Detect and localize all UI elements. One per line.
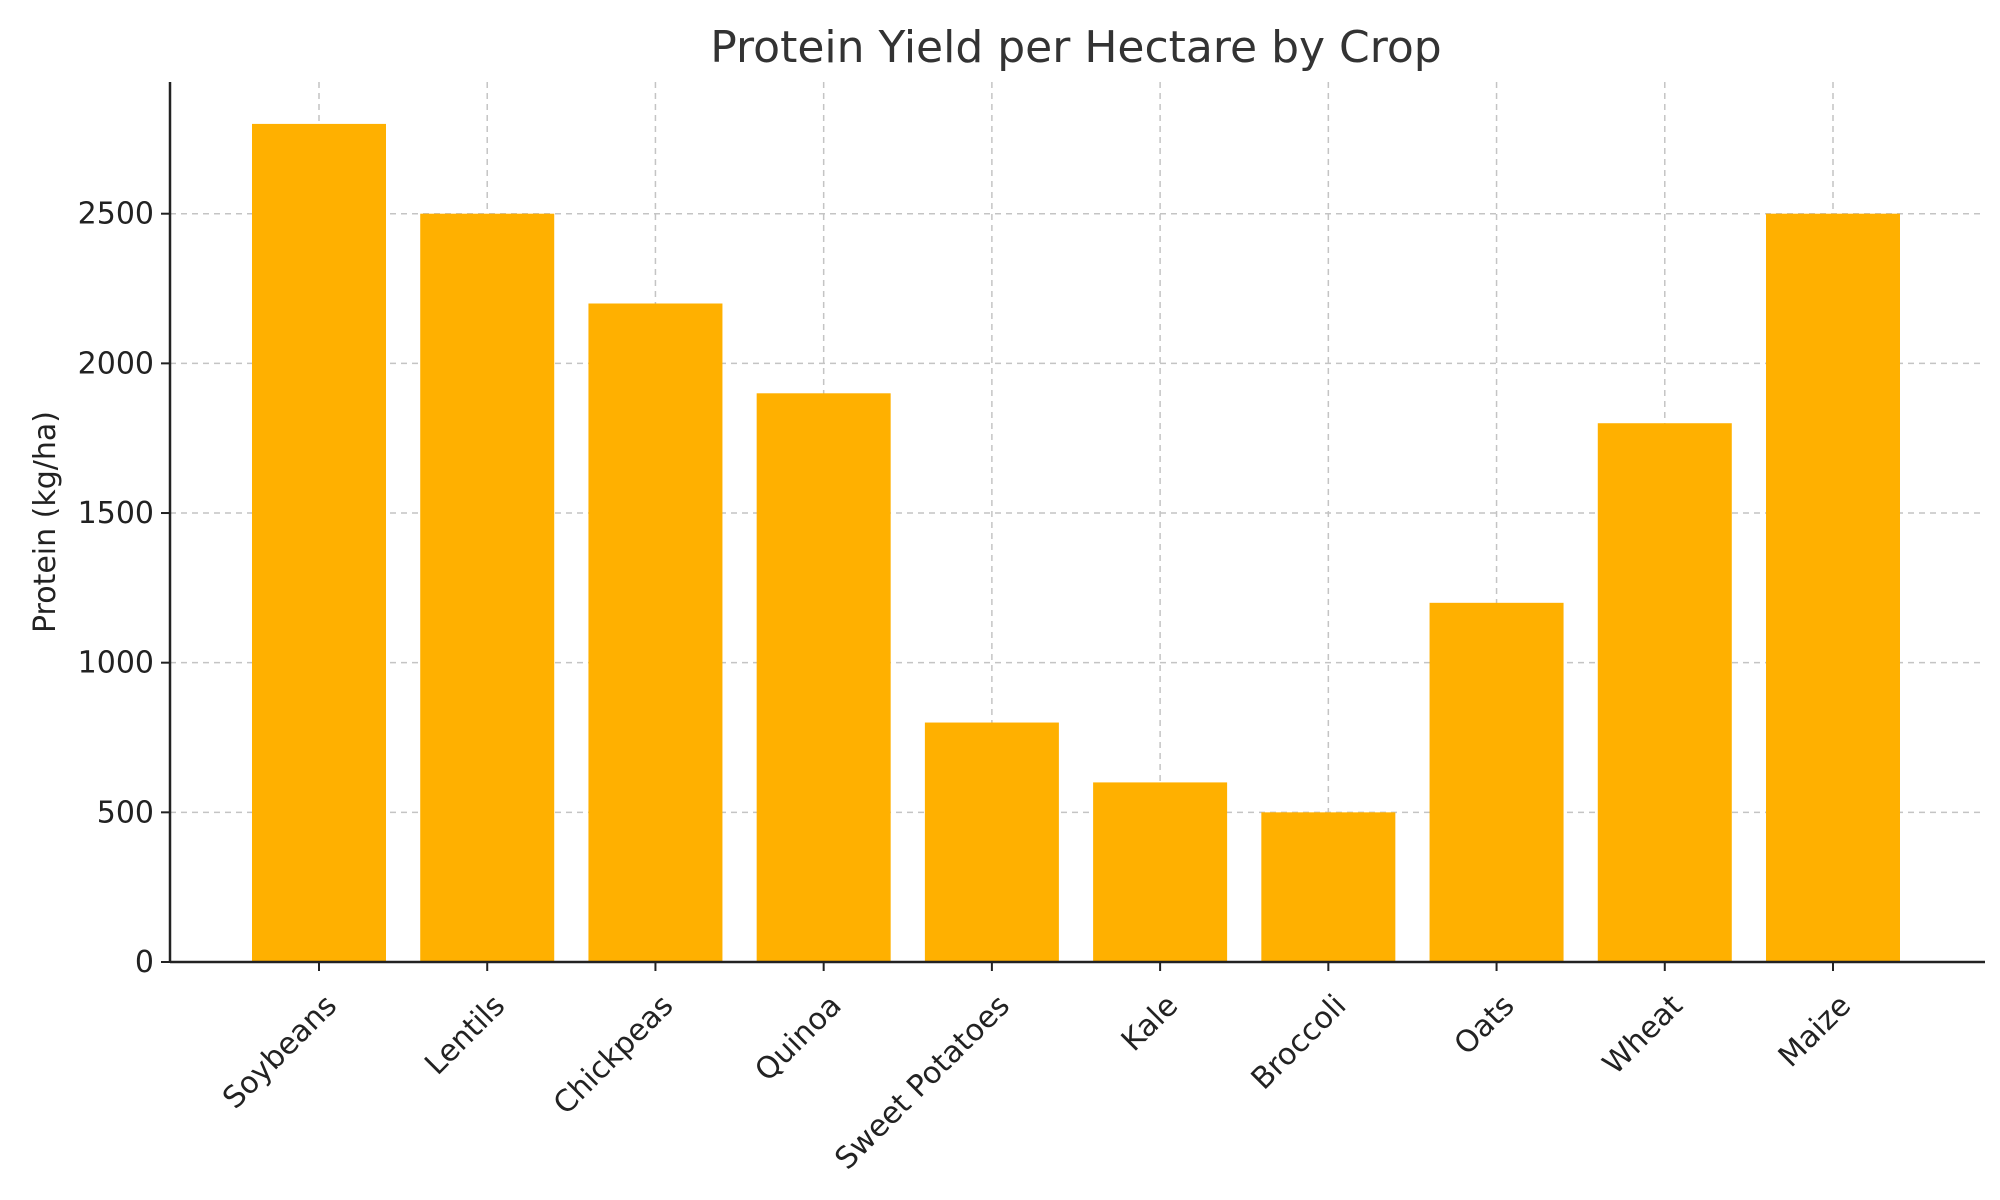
bar-wheat (1597, 423, 1732, 962)
y-tick-label: 1000 (78, 646, 154, 681)
chart-title: Protein Yield per Hectare by Crop (710, 22, 1441, 73)
x-tick-label: Broccoli (1245, 988, 1354, 1097)
bar-quinoa (756, 393, 891, 963)
bar-oats (1429, 602, 1564, 962)
y-axis-label: Protein (kg/ha) (28, 411, 63, 633)
axes-layer (168, 82, 1985, 964)
y-tick-label: 1500 (78, 496, 154, 531)
x-tick-label: Quinoa (748, 988, 848, 1088)
y-tick-label: 2000 (78, 346, 154, 381)
x-tick-label: Kale (1115, 988, 1185, 1058)
y-tick-label: 0 (135, 945, 154, 980)
x-tick-label: Lentils (418, 988, 512, 1082)
bar-chickpeas (588, 303, 723, 963)
x-tick-label: Sweet Potatoes (828, 988, 1016, 1176)
bars-layer (252, 123, 1900, 963)
bar-sweet-potatoes (924, 722, 1059, 962)
bar-soybeans (252, 123, 386, 962)
x-tick-label: Wheat (1596, 988, 1690, 1082)
bar-maize (1766, 213, 1900, 962)
x-tick-label: Chickpeas (547, 988, 680, 1121)
x-tick-label: Maize (1772, 988, 1858, 1074)
bar-lentils (420, 213, 555, 962)
x-tick-label: Oats (1448, 988, 1522, 1062)
x-tick-label: Soybeans (216, 988, 344, 1116)
bar-kale (1093, 782, 1228, 962)
y-tick-label: 500 (97, 795, 154, 830)
bar-broccoli (1261, 812, 1396, 962)
y-tick-label: 2500 (78, 197, 154, 232)
